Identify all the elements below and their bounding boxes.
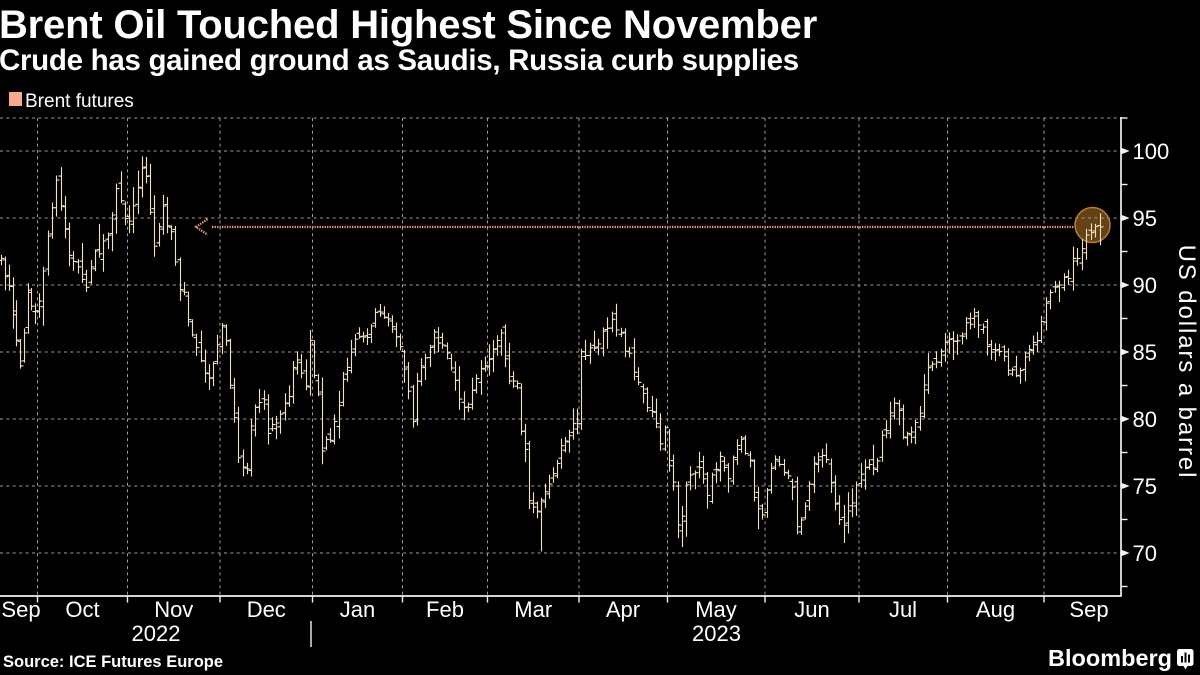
svg-text:95: 95 <box>1133 206 1157 231</box>
svg-text:80: 80 <box>1133 407 1157 432</box>
svg-text:70: 70 <box>1133 541 1157 566</box>
svg-text:2023: 2023 <box>692 621 741 646</box>
svg-text:Dec: Dec <box>247 597 286 622</box>
svg-text:75: 75 <box>1133 474 1157 499</box>
svg-text:Jun: Jun <box>794 597 829 622</box>
svg-text:90: 90 <box>1133 273 1157 298</box>
svg-text:85: 85 <box>1133 340 1157 365</box>
svg-text:Jul: Jul <box>889 597 917 622</box>
svg-text:2022: 2022 <box>132 621 181 646</box>
svg-text:100: 100 <box>1133 139 1170 164</box>
svg-text:Nov: Nov <box>154 597 193 622</box>
svg-text:Aug: Aug <box>976 597 1015 622</box>
svg-text:US dollars a barrel: US dollars a barrel <box>1173 245 1200 480</box>
svg-text:Feb: Feb <box>426 597 464 622</box>
svg-text:Bloomberg: Bloomberg <box>1048 645 1172 671</box>
svg-text:Apr: Apr <box>606 597 640 622</box>
svg-text:Mar: Mar <box>514 597 552 622</box>
svg-text:Jan: Jan <box>340 597 375 622</box>
svg-text:Oct: Oct <box>65 597 99 622</box>
svg-text:Sep: Sep <box>1069 597 1108 622</box>
svg-text:Sep: Sep <box>1 597 40 622</box>
svg-text:May: May <box>695 597 737 622</box>
